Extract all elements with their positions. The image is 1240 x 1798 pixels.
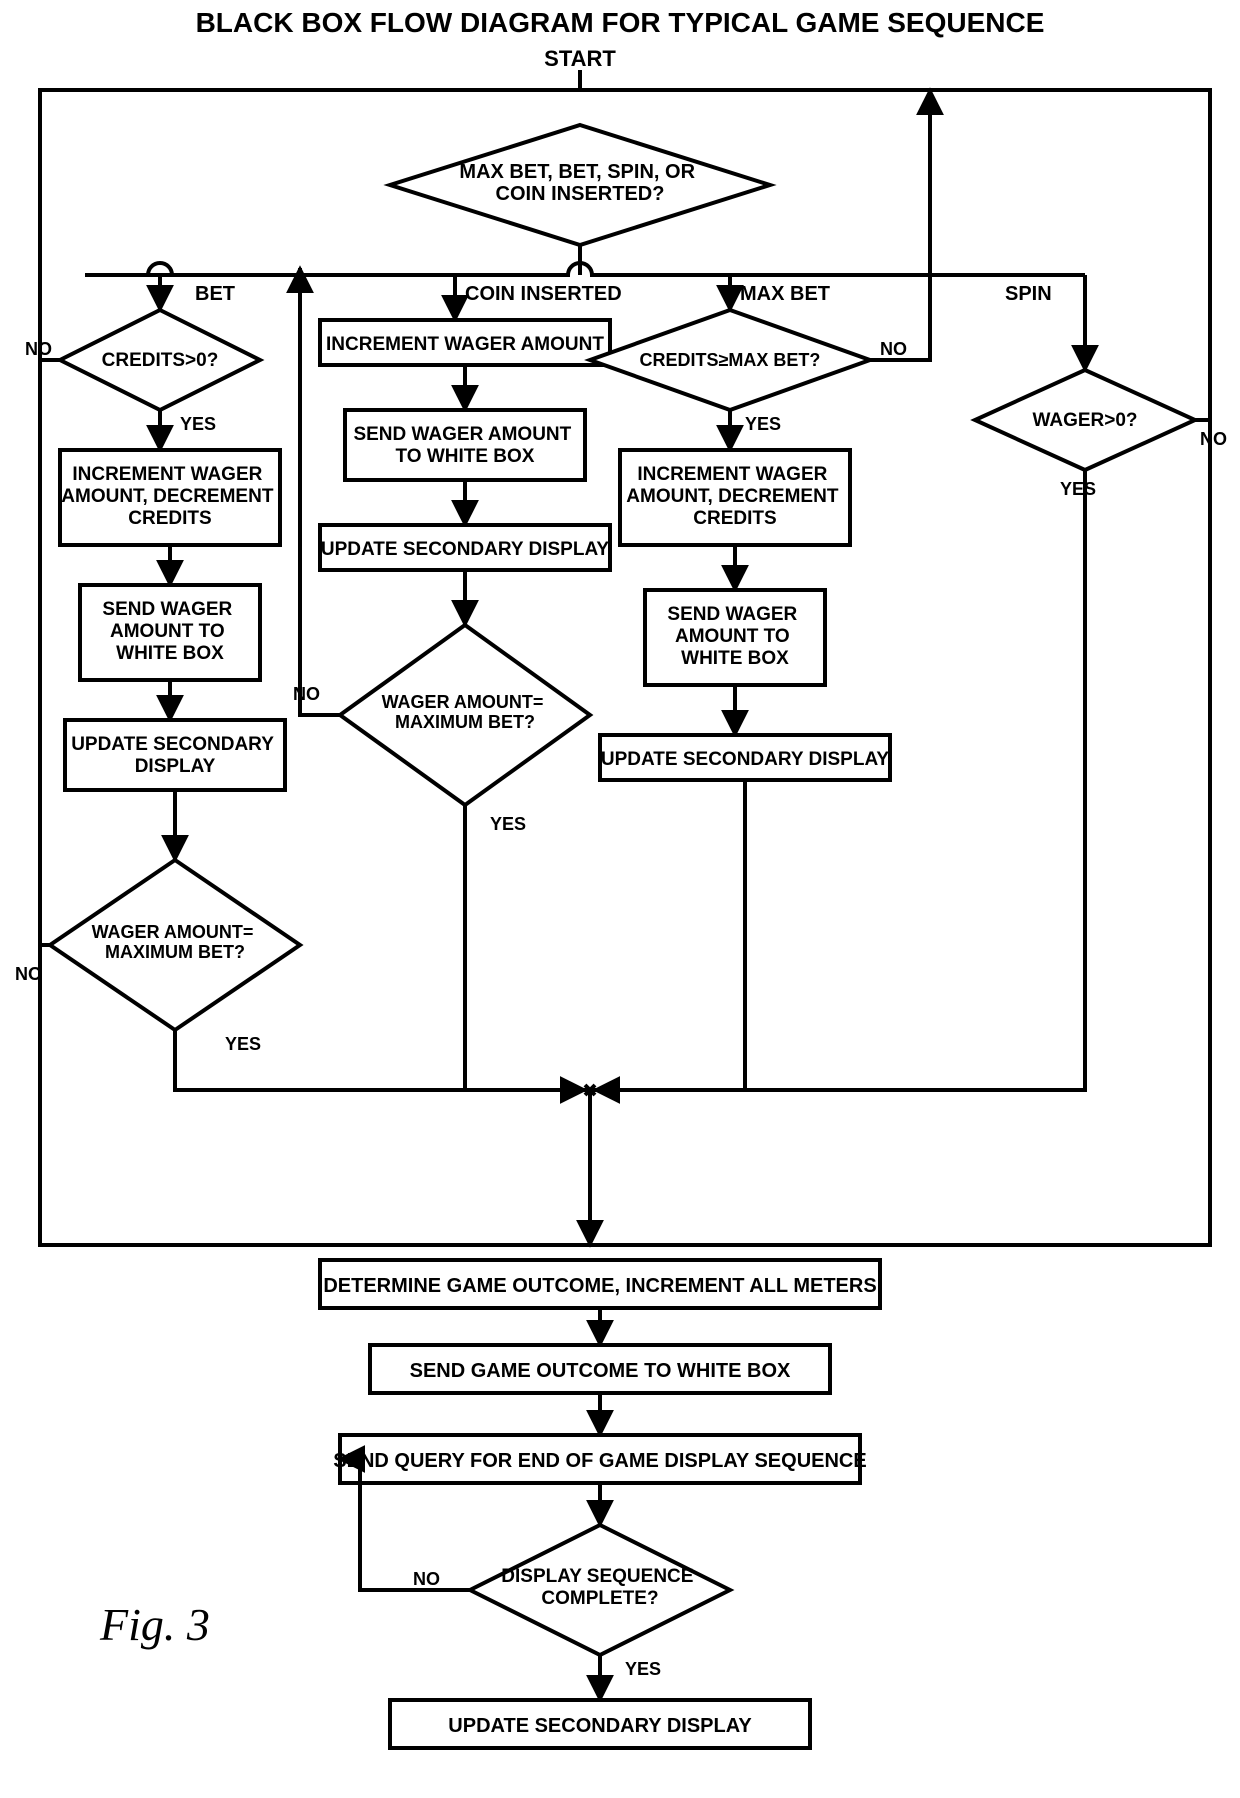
svg-text:YES: YES [745, 414, 781, 434]
decision-complete: DISPLAY SEQUENCE COMPLETE? [470, 1525, 730, 1655]
box-send-outcome: SEND GAME OUTCOME TO WHITE BOX [370, 1345, 830, 1393]
svg-text:INCREMENT WAGER AMOUNT: INCREMENT WAGER AMOUNT [326, 334, 604, 355]
figure-label: Fig. 3 [99, 1599, 210, 1650]
box-bet-increment: INCREMENT WAGER AMOUNT, DECREMENT CREDIT… [60, 450, 280, 545]
box-bet-send: SEND WAGER AMOUNT TO WHITE BOX [80, 585, 260, 680]
branch-max-label: MAX BET [740, 283, 830, 305]
svg-text:SEND WAGER AMOUNT TO W: SEND WAGER AMOUNT TO WHITE BOX [102, 599, 237, 664]
svg-text:YES: YES [225, 1034, 261, 1054]
svg-text:YES: YES [180, 414, 216, 434]
svg-text:NO: NO [1200, 429, 1227, 449]
svg-text:WAGER>0?: WAGER>0? [1032, 410, 1137, 431]
branch-spin-label: SPIN [1005, 283, 1052, 305]
diagram-title: BLACK BOX FLOW DIAGRAM FOR TYPICAL GAME … [196, 7, 1045, 38]
box-outcome: DETERMINE GAME OUTCOME, INCREMENT ALL ME… [320, 1260, 880, 1308]
svg-text:MAX BET, BET, SPIN, OR COI: MAX BET, BET, SPIN, OR COIN INSERTED? [459, 161, 700, 205]
box-coin-increment: INCREMENT WAGER AMOUNT [320, 320, 610, 365]
box-query: SEND QUERY FOR END OF GAME DISPLAY SEQUE… [333, 1435, 866, 1483]
svg-text:WAGER AMOUNT= MAXIMUM BET?: WAGER AMOUNT= MAXIMUM BET? [92, 922, 259, 962]
box-bet-update: UPDATE SECONDARY DISPLAY [65, 720, 285, 790]
box-update-final: UPDATE SECONDARY DISPLAY [390, 1700, 810, 1748]
branch-coin-label: COIN INSERTED [465, 283, 622, 305]
svg-text:UPDATE SECONDARY DISPLAY: UPDATE SECONDARY DISPLAY [448, 1715, 752, 1737]
svg-text:NO: NO [25, 339, 52, 359]
svg-text:YES: YES [1060, 479, 1096, 499]
svg-text:NO: NO [293, 684, 320, 704]
svg-text:NO: NO [413, 1569, 440, 1589]
flowchart: BLACK BOX FLOW DIAGRAM FOR TYPICAL GAME … [0, 0, 1240, 1798]
svg-text:DETERMINE GAME OUTCOME, INCREM: DETERMINE GAME OUTCOME, INCREMENT ALL ME… [323, 1275, 876, 1297]
svg-text:UPDATE SECONDARY DISPLAY: UPDATE SECONDARY DISPLAY [601, 749, 890, 770]
svg-text:NO: NO [15, 964, 42, 984]
svg-text:SEND GAME OUTCOME TO WHITE BOX: SEND GAME OUTCOME TO WHITE BOX [410, 1360, 791, 1382]
svg-text:SEND WAGER AMOUNT TO W: SEND WAGER AMOUNT TO WHITE BOX [667, 604, 802, 669]
box-max-send: SEND WAGER AMOUNT TO WHITE BOX [645, 590, 825, 685]
svg-text:SEND QUERY FOR END OF GAME DIS: SEND QUERY FOR END OF GAME DISPLAY SEQUE… [333, 1450, 866, 1472]
box-max-update: UPDATE SECONDARY DISPLAY [600, 735, 890, 780]
box-coin-send: SEND WAGER AMOUNT TO WHITE BOX [345, 410, 585, 480]
svg-text:NO: NO [880, 339, 907, 359]
svg-text:UPDATE SECONDARY DISPLAY: UPDATE SECONDARY DISPLAY [321, 539, 610, 560]
svg-text:YES: YES [625, 1659, 661, 1679]
svg-text:CREDITS≥MAX BET?: CREDITS≥MAX BET? [640, 350, 821, 370]
branch-bet-label: BET [195, 283, 235, 305]
svg-text:YES: YES [490, 814, 526, 834]
svg-text:WAGER AMOUNT= MAXIMUM BET?: WAGER AMOUNT= MAXIMUM BET? [382, 692, 549, 732]
start-label: START [544, 46, 616, 71]
box-max-increment: INCREMENT WAGER AMOUNT, DECREMENT CREDIT… [620, 450, 850, 545]
svg-text:CREDITS>0?: CREDITS>0? [102, 350, 219, 371]
box-coin-update: UPDATE SECONDARY DISPLAY [320, 525, 610, 570]
